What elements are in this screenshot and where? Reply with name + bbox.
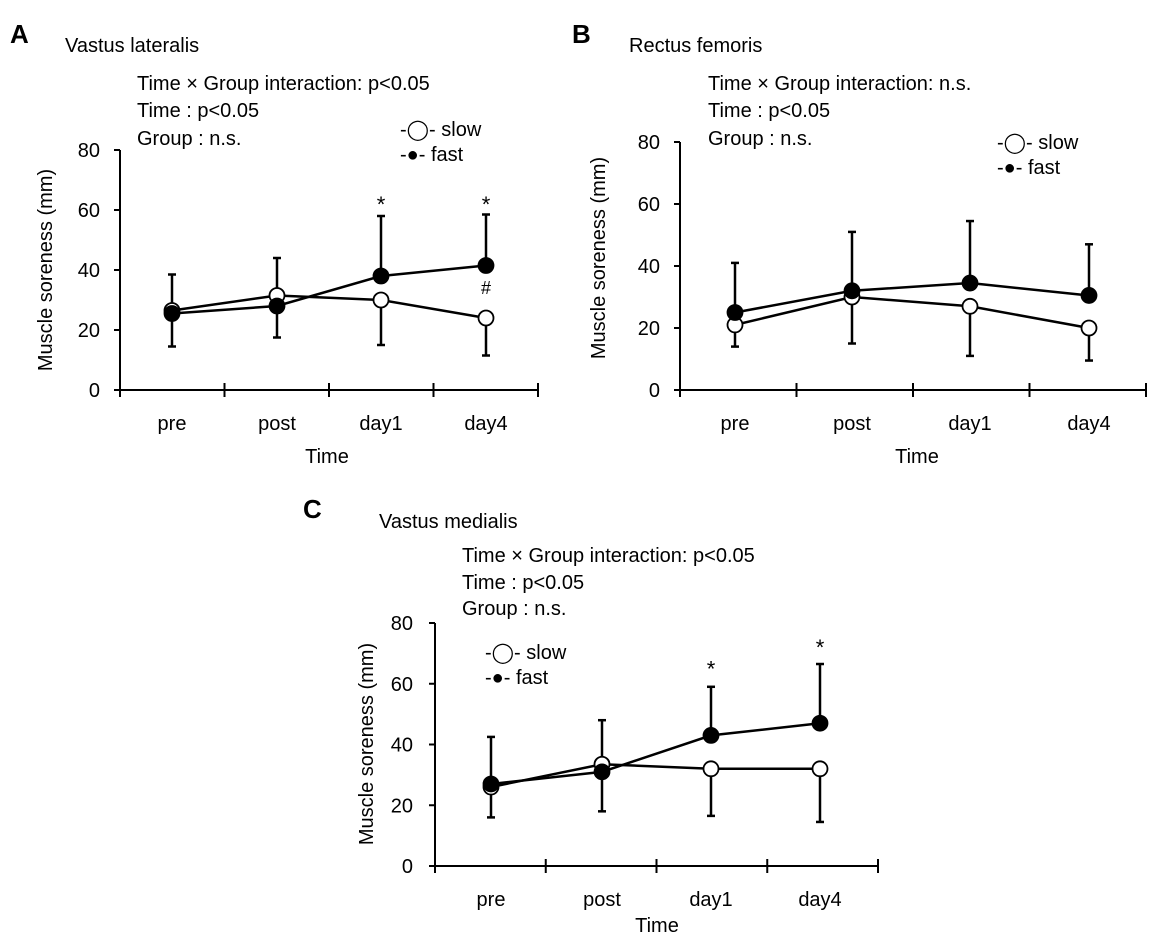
data-point-fast — [811, 714, 829, 732]
stat-line: Time : p<0.05 — [708, 100, 830, 122]
series-line-slow — [734, 295, 1090, 330]
legend-entry-slow: -◯- slow — [997, 132, 1079, 154]
x-category-label: pre — [158, 413, 187, 435]
legend-entry-slow: -◯- slow — [485, 642, 567, 664]
series-line-fast — [490, 721, 821, 786]
y-tick-label: 40 — [638, 256, 660, 278]
data-point-slow — [372, 291, 390, 309]
series-line-slow — [490, 762, 820, 789]
significance-asterisk: * — [816, 635, 825, 660]
x-category-label: day4 — [798, 889, 841, 911]
x-category-label: pre — [721, 413, 750, 435]
x-category-label: pre — [477, 889, 506, 911]
data-point-fast — [477, 257, 495, 274]
y-axis-title: Muscle soreness (mm) — [588, 157, 610, 359]
data-point-slow — [811, 760, 829, 778]
y-tick-label: 0 — [89, 380, 100, 402]
stat-line: Group : n.s. — [137, 128, 242, 150]
data-point-fast — [268, 297, 286, 315]
data-point-slow — [477, 309, 495, 327]
panel-title: Rectus femoris — [629, 35, 762, 57]
data-point-slow — [961, 297, 979, 315]
y-axis-title: Muscle soreness (mm) — [356, 643, 378, 845]
stat-line: Time : p<0.05 — [462, 572, 584, 594]
data-point-fast — [843, 282, 861, 300]
legend-entry-fast: -●- fast — [997, 157, 1061, 179]
panel-letter: B — [572, 19, 591, 49]
panel-a: A Vastus lateralis Time × Group interactio… — [10, 19, 539, 468]
y-tick-label: 20 — [638, 318, 660, 340]
x-axis-title: Time — [635, 915, 679, 937]
significance-asterisk: * — [482, 192, 491, 217]
panel-c: C Vastus medialis Time × Group interaction… — [303, 494, 879, 937]
data-point-fast — [163, 305, 181, 322]
y-tick-label: 60 — [391, 674, 413, 696]
y-tick-label: 80 — [78, 140, 100, 162]
x-category-label: post — [258, 413, 296, 435]
stat-line: Group : n.s. — [462, 598, 567, 620]
y-tick-label: 0 — [402, 856, 413, 878]
stat-line: Time × Group interaction: p<0.05 — [462, 545, 755, 567]
x-category-label: post — [583, 889, 621, 911]
y-tick-label: 20 — [78, 320, 100, 342]
data-point-fast — [726, 304, 744, 321]
data-point-slow — [1080, 319, 1098, 337]
significance-hash: # — [481, 278, 491, 298]
stat-line: Group : n.s. — [708, 128, 813, 150]
panel-b: B Rectus femoris Time × Group interaction:… — [572, 19, 1147, 468]
data-point-fast — [1080, 287, 1098, 304]
significance-asterisk: * — [377, 192, 386, 217]
legend-entry-fast: -●- fast — [485, 667, 549, 689]
legend-entry-slow: -◯- slow — [400, 119, 482, 141]
series-line-fast — [734, 281, 1090, 314]
panel-letter: C — [303, 494, 322, 524]
data-point-fast — [593, 763, 611, 781]
data-point-fast — [961, 274, 979, 292]
stat-line: Time × Group interaction: n.s. — [708, 73, 971, 95]
y-tick-label: 40 — [391, 735, 413, 757]
legend-entry-fast: -●- fast — [400, 144, 464, 166]
x-category-label: day4 — [464, 413, 507, 435]
y-tick-label: 80 — [391, 613, 413, 635]
y-axis-title: Muscle soreness (mm) — [35, 169, 57, 371]
x-axis-title: Time — [895, 446, 939, 468]
x-category-label: day4 — [1067, 413, 1110, 435]
y-tick-label: 80 — [638, 132, 660, 154]
panel-title: Vastus medialis — [379, 511, 518, 533]
series-line-fast — [171, 264, 487, 315]
y-tick-label: 0 — [649, 380, 660, 402]
data-point-fast — [702, 726, 720, 744]
y-tick-label: 60 — [78, 200, 100, 222]
x-category-label: post — [833, 413, 871, 435]
series-line-slow — [171, 294, 487, 320]
data-point-slow — [702, 760, 720, 778]
panel-letter: A — [10, 19, 29, 49]
y-tick-label: 40 — [78, 260, 100, 282]
x-axis-title: Time — [305, 446, 349, 468]
data-point-fast — [372, 267, 390, 285]
x-category-label: day1 — [359, 413, 402, 435]
x-category-label: day1 — [948, 413, 991, 435]
panel-title: Vastus lateralis — [65, 35, 199, 57]
y-tick-label: 20 — [391, 795, 413, 817]
stat-line: Time : p<0.05 — [137, 100, 259, 122]
data-point-fast — [482, 775, 500, 793]
significance-asterisk: * — [707, 656, 716, 681]
x-category-label: day1 — [689, 889, 732, 911]
y-tick-label: 60 — [638, 194, 660, 216]
stat-line: Time × Group interaction: p<0.05 — [137, 73, 430, 95]
